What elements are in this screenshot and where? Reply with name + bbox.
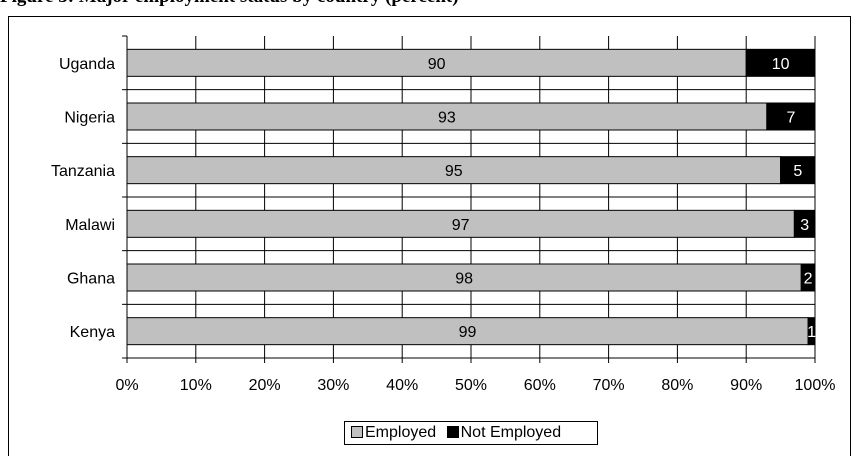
bar-not-employed bbox=[793, 209, 816, 238]
data-label-employed: 97 bbox=[452, 217, 470, 234]
data-label-not-employed: 2 bbox=[804, 271, 813, 288]
data-label-not-employed: 10 bbox=[772, 56, 790, 73]
x-tick-label: 30% bbox=[317, 377, 349, 394]
x-tick-label: 80% bbox=[661, 377, 693, 394]
bar-employed bbox=[126, 102, 768, 131]
legend: Employed Not Employed bbox=[344, 421, 598, 445]
bar-not-employed bbox=[800, 263, 816, 292]
chart-frame bbox=[8, 16, 851, 456]
data-label-employed: 99 bbox=[459, 324, 477, 341]
category-label: Tanzania bbox=[51, 163, 115, 180]
data-label-employed: 90 bbox=[428, 56, 446, 73]
x-tick-label: 100% bbox=[795, 377, 836, 394]
category-label: Kenya bbox=[70, 324, 115, 341]
x-tick-label: 20% bbox=[249, 377, 281, 394]
legend-label-not-employed: Not Employed bbox=[460, 424, 562, 441]
bar-not-employed bbox=[766, 102, 816, 131]
category-label: Ghana bbox=[67, 271, 115, 288]
data-label-employed: 98 bbox=[455, 271, 473, 288]
bar-not-employed bbox=[780, 156, 816, 185]
x-tick-label: 10% bbox=[180, 377, 212, 394]
bar-employed bbox=[126, 156, 782, 185]
legend-item-employed: Employed bbox=[345, 422, 436, 444]
bar-not-employed bbox=[745, 48, 816, 77]
legend-item-not-employed: Not Employed bbox=[441, 422, 562, 444]
category-label: Uganda bbox=[59, 56, 115, 73]
labels: 0% 10% 20% 30% 40% 50% 60% 70% 80% 90% 100% Uganda 9… bbox=[51, 56, 836, 394]
legend-label-employed: Employed bbox=[365, 424, 437, 441]
axes bbox=[122, 35, 816, 363]
data-label-not-employed: 1 bbox=[807, 324, 816, 341]
x-tick-label: 50% bbox=[455, 377, 487, 394]
data-label-not-employed: 3 bbox=[800, 217, 809, 234]
x-tick-label: 0% bbox=[115, 377, 138, 394]
bar-employed bbox=[126, 263, 802, 292]
x-tick-label: 40% bbox=[386, 377, 418, 394]
bar-not-employed bbox=[807, 317, 816, 346]
data-label-employed: 93 bbox=[438, 110, 456, 127]
figure-caption: Figure 3: Major employment status by cou… bbox=[0, 0, 863, 8]
gridlines bbox=[127, 36, 816, 358]
legend-swatch-not-employed bbox=[446, 426, 459, 438]
data-label-employed: 95 bbox=[445, 163, 463, 180]
category-label: Malawi bbox=[65, 217, 115, 234]
x-tick-label: 70% bbox=[593, 377, 625, 394]
data-label-not-employed: 5 bbox=[793, 163, 802, 180]
x-tick-label: 90% bbox=[730, 377, 762, 394]
legend-swatch-employed bbox=[351, 426, 363, 438]
bar-employed bbox=[126, 48, 747, 77]
x-tick-label: 60% bbox=[524, 377, 556, 394]
category-label: Nigeria bbox=[64, 110, 115, 127]
data-label-not-employed: 7 bbox=[786, 110, 795, 127]
